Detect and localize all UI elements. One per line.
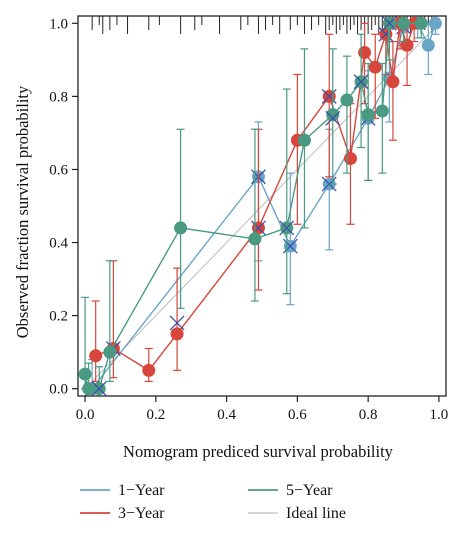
data-point bbox=[297, 133, 311, 147]
legend: 1−Year 3−Year 5−Year Ideal line bbox=[80, 482, 346, 522]
legend-item: 5−Year bbox=[248, 482, 333, 499]
x-tick-label: 0.0 bbox=[76, 407, 95, 423]
cross-marker bbox=[353, 74, 369, 90]
x-tick-label: 1.0 bbox=[430, 407, 449, 423]
data-point bbox=[103, 345, 117, 359]
ideal-line-layer bbox=[84, 22, 440, 390]
data-point bbox=[414, 16, 428, 30]
data-point bbox=[358, 46, 372, 60]
y-tick-label: 0.2 bbox=[49, 309, 68, 325]
data-point bbox=[340, 93, 354, 107]
x-tick-label: 0.6 bbox=[288, 407, 307, 423]
data-point bbox=[421, 38, 435, 52]
plot-border bbox=[77, 15, 447, 397]
data-point bbox=[78, 367, 92, 381]
x-tick-label: 0.8 bbox=[359, 407, 378, 423]
data-point bbox=[375, 104, 389, 118]
legend-item: 1−Year bbox=[80, 482, 165, 499]
x-tick-label: 0.2 bbox=[146, 407, 165, 423]
cross-marker bbox=[91, 381, 107, 397]
y-axis-label: Observed fraction survival probability bbox=[13, 85, 32, 338]
data-point bbox=[326, 108, 340, 122]
legend-label: 3−Year bbox=[118, 505, 165, 522]
data-point bbox=[142, 363, 156, 377]
legend-item: Ideal line bbox=[248, 505, 346, 522]
data-point bbox=[397, 16, 411, 30]
plot-frame bbox=[77, 15, 447, 397]
series-layer bbox=[78, 15, 442, 397]
cross-marker bbox=[325, 110, 341, 126]
series-line bbox=[84, 22, 422, 390]
data-point bbox=[82, 382, 96, 396]
axis-ticks: 0.0 0.0 0.2 0.2 0.4 0.4 0.6 0.6 0.8 0.8 1.0 1.0 bbox=[49, 16, 448, 423]
data-point bbox=[368, 60, 382, 74]
data-point bbox=[170, 327, 184, 341]
x-tick-label: 0.4 bbox=[217, 407, 236, 423]
data-point bbox=[428, 16, 442, 30]
cross-marker bbox=[321, 88, 337, 104]
cross-marker bbox=[381, 15, 397, 31]
cross-marker bbox=[169, 315, 185, 331]
legend-label: 5−Year bbox=[286, 482, 333, 499]
cross-marker bbox=[279, 220, 295, 236]
data-point bbox=[174, 221, 188, 235]
series-line bbox=[91, 22, 437, 390]
data-point bbox=[386, 75, 400, 89]
x-axis-label: Nomogram prediced survival probability bbox=[123, 442, 394, 461]
data-point bbox=[89, 349, 103, 363]
y-tick-label: 0.4 bbox=[49, 236, 68, 252]
legend-label: 1−Year bbox=[118, 482, 165, 499]
data-point bbox=[343, 152, 357, 165]
y-tick-label: 1.0 bbox=[49, 16, 68, 32]
data-point bbox=[400, 38, 414, 52]
data-point bbox=[248, 232, 262, 246]
series-3 bbox=[78, 15, 428, 397]
y-tick-label: 0.0 bbox=[49, 382, 68, 398]
legend-label: Ideal line bbox=[286, 505, 346, 522]
legend-item: 3−Year bbox=[80, 505, 165, 522]
ideal-line bbox=[84, 22, 440, 390]
cross-marker bbox=[282, 238, 298, 254]
series-1 bbox=[84, 16, 442, 397]
data-point bbox=[361, 108, 375, 122]
y-tick-label: 0.8 bbox=[49, 89, 68, 105]
y-tick-label: 0.6 bbox=[49, 162, 68, 178]
